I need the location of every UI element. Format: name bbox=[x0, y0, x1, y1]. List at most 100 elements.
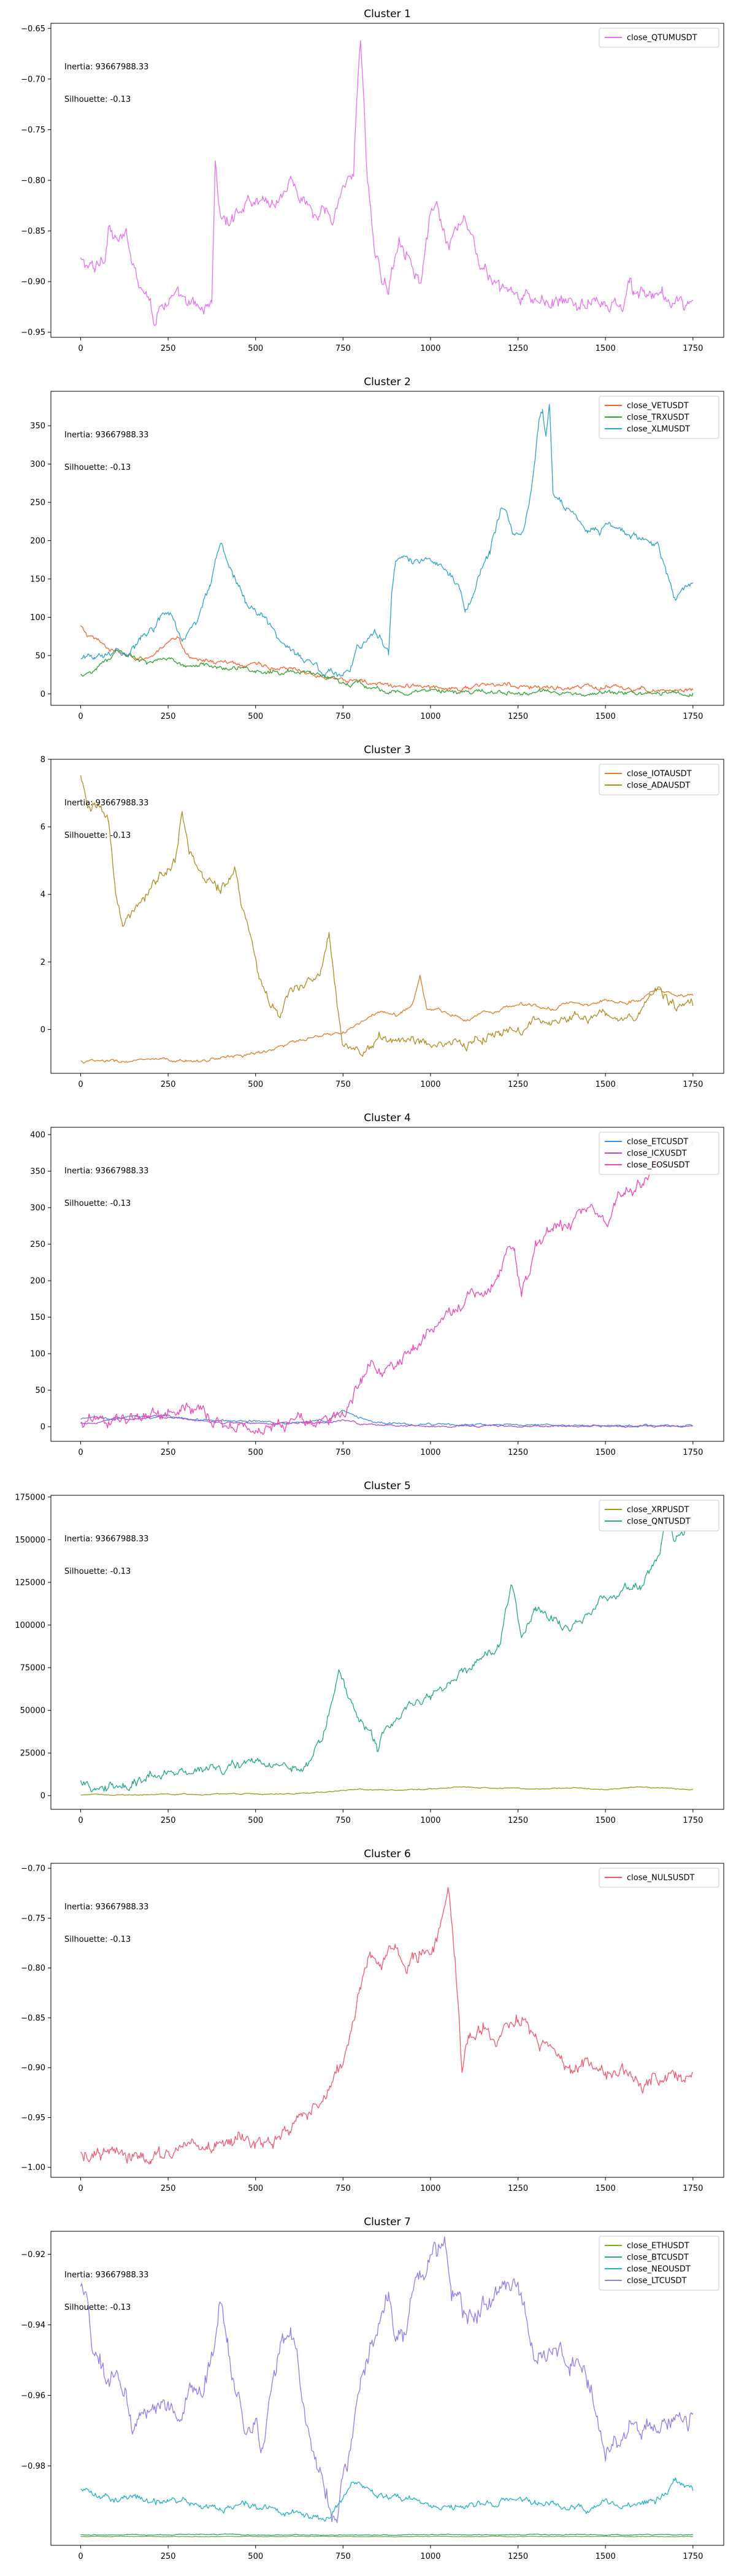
chart-panel-2: Cluster 2 0 250 500 750 1000 1250 1500 1750 0 50 10… bbox=[30, 376, 724, 721]
series-line-close-ltcusdt bbox=[80, 2236, 694, 2523]
inertia-annotation: Inertia: 93667988.33 bbox=[64, 63, 148, 72]
x-tick-label: 1750 bbox=[683, 2184, 703, 2193]
x-tick-label: 250 bbox=[161, 2552, 176, 2561]
x-tick-label: 250 bbox=[161, 1816, 176, 1825]
legend-label: close_VETUSDT bbox=[627, 402, 689, 411]
y-tick-label: 0 bbox=[40, 1792, 45, 1801]
y-tick-label: 4 bbox=[40, 891, 45, 900]
series-group bbox=[80, 1512, 694, 1796]
y-tick-label: −0.75 bbox=[21, 126, 45, 135]
series-group bbox=[80, 1141, 694, 1435]
legend-box bbox=[599, 764, 719, 795]
y-tick-label: −0.90 bbox=[21, 278, 45, 287]
y-tick-label: 25000 bbox=[20, 1749, 45, 1758]
series-line-close-etcusdt bbox=[80, 1409, 694, 1428]
y-tick-label: 175000 bbox=[15, 1493, 45, 1502]
x-tick-label: 0 bbox=[78, 2184, 83, 2193]
legend-label: close_LTCUSDT bbox=[627, 2277, 686, 2286]
series-line-close-iotausdt bbox=[80, 975, 694, 1064]
y-tick-label: 150000 bbox=[15, 1536, 45, 1545]
x-tick-label: 1250 bbox=[508, 2552, 528, 2561]
chart-title: Cluster 4 bbox=[364, 1112, 411, 1124]
chart-panel-3: Cluster 3 0 250 500 750 1000 1250 1500 1750 0 2 4 6 8… bbox=[40, 744, 724, 1089]
y-tick-label: 125000 bbox=[15, 1578, 45, 1587]
x-tick-label: 0 bbox=[78, 1448, 83, 1457]
legend-label: close_ICXUSDT bbox=[627, 1149, 687, 1159]
legend-label: close_NULSUSDT bbox=[627, 1874, 694, 1883]
x-tick-label: 1000 bbox=[420, 1816, 440, 1825]
plot-area bbox=[50, 391, 724, 706]
x-tick-label: 250 bbox=[161, 1448, 176, 1457]
x-tick-label: 0 bbox=[78, 1080, 83, 1089]
legend-box bbox=[599, 1868, 719, 1888]
x-tick-label: 500 bbox=[248, 712, 263, 721]
y-tick-label: −1.00 bbox=[21, 2163, 45, 2172]
y-tick-label: 50000 bbox=[20, 1706, 45, 1715]
series-group bbox=[80, 775, 694, 1064]
y-tick-label: 200 bbox=[30, 537, 45, 546]
x-tick-label: 1000 bbox=[420, 712, 440, 721]
y-tick-label: 350 bbox=[30, 1167, 45, 1176]
legend-box bbox=[599, 396, 719, 439]
plot-area bbox=[50, 759, 724, 1074]
series-group bbox=[80, 2236, 694, 2537]
x-tick-label: 1500 bbox=[596, 712, 616, 721]
x-tick-label: 1750 bbox=[683, 1080, 703, 1089]
x-tick-label: 750 bbox=[335, 1816, 351, 1825]
y-tick-label: 400 bbox=[30, 1130, 45, 1140]
legend-box bbox=[599, 2236, 719, 2291]
series-line-close-qtumusdt bbox=[80, 40, 694, 326]
chart-panel-6: Cluster 6 0 250 500 750 1000 1250 1500 1750 −1.00… bbox=[21, 1848, 724, 2193]
chart-title: Cluster 7 bbox=[364, 2216, 411, 2228]
inertia-annotation: Inertia: 93667988.33 bbox=[64, 1167, 148, 1176]
legend-label: close_IOTAUSDT bbox=[627, 770, 692, 779]
plot-area bbox=[50, 1127, 724, 1442]
x-tick-label: 1500 bbox=[596, 1080, 616, 1089]
y-tick-label: −0.95 bbox=[21, 2114, 45, 2123]
y-tick-label: 100 bbox=[30, 1350, 45, 1359]
x-tick-label: 250 bbox=[161, 344, 176, 353]
y-tick-label: 0 bbox=[40, 1423, 45, 1432]
legend-label: close_QTUMUSDT bbox=[627, 34, 697, 43]
legend: close_QTUMUSDT bbox=[599, 28, 719, 48]
x-tick-label: 250 bbox=[161, 1080, 176, 1089]
x-tick-label: 250 bbox=[161, 2184, 176, 2193]
y-tick-label: 0 bbox=[40, 1025, 45, 1035]
legend-label: close_ETCUSDT bbox=[627, 1138, 688, 1147]
series-line-close-nulsusdt bbox=[80, 1887, 693, 2165]
y-tick-label: 200 bbox=[30, 1277, 45, 1286]
x-tick-label: 500 bbox=[248, 2552, 263, 2561]
y-tick-label: −0.75 bbox=[21, 1914, 45, 1923]
y-tick-label: −0.96 bbox=[21, 2391, 45, 2401]
y-tick-label: −0.94 bbox=[21, 2321, 45, 2330]
x-tick-label: 0 bbox=[78, 2552, 83, 2561]
series-line-close-neousdt bbox=[80, 2477, 694, 2522]
x-tick-label: 1500 bbox=[596, 344, 616, 353]
x-tick-label: 0 bbox=[78, 712, 83, 721]
x-tick-label: 1250 bbox=[508, 344, 528, 353]
chart-panel-7: Cluster 7 0 250 500 750 1000 1250 1500 1750 −0.98… bbox=[21, 2216, 724, 2561]
plot-area bbox=[50, 1495, 724, 1810]
x-tick-label: 1750 bbox=[683, 1816, 703, 1825]
x-tick-label: 500 bbox=[248, 1080, 263, 1089]
y-tick-label: −0.70 bbox=[21, 75, 45, 84]
y-tick-label: −0.85 bbox=[21, 2014, 45, 2023]
y-tick-label: 250 bbox=[30, 499, 45, 508]
y-tick-label: 50 bbox=[35, 651, 45, 661]
chart-title: Cluster 2 bbox=[364, 376, 411, 388]
series-line-close-xrpusdt bbox=[80, 1786, 694, 1796]
chart-panel-5: Cluster 5 0 250 500 750 1000 1250 1500 1750 0 2500… bbox=[15, 1480, 724, 1825]
y-tick-label: −0.95 bbox=[21, 328, 45, 337]
y-tick-label: −0.90 bbox=[21, 2064, 45, 2073]
legend-label: close_NEOUSDT bbox=[627, 2265, 691, 2274]
x-tick-label: 1250 bbox=[508, 1448, 528, 1457]
chart-title: Cluster 5 bbox=[364, 1480, 411, 1492]
x-tick-label: 1500 bbox=[596, 1448, 616, 1457]
legend: close_VETUSDT close_TRXUSDT close_XLMUSDT bbox=[599, 396, 719, 439]
x-tick-label: 750 bbox=[335, 1448, 351, 1457]
y-tick-label: 350 bbox=[30, 422, 45, 431]
x-tick-label: 1000 bbox=[420, 344, 440, 353]
series-line-close-xlmusdt bbox=[80, 404, 694, 677]
inertia-annotation: Inertia: 93667988.33 bbox=[64, 2271, 148, 2280]
